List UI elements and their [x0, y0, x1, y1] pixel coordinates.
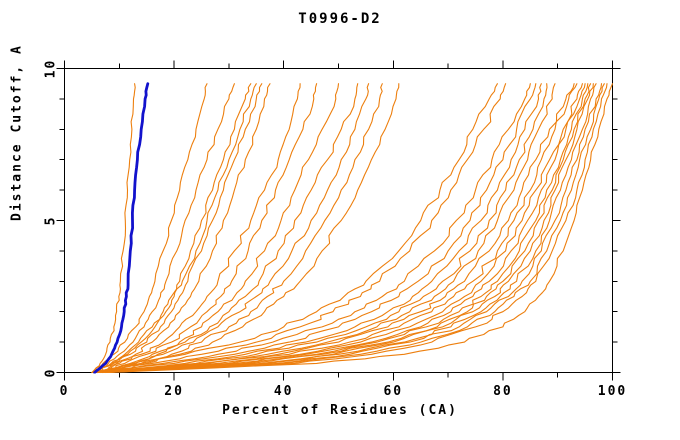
model-curve	[107, 83, 614, 374]
model-curves	[91, 82, 614, 374]
y-tick-label: 5	[44, 216, 59, 226]
y-tick-label: 0	[44, 368, 59, 378]
model-curve	[99, 83, 271, 374]
model-curve	[96, 83, 556, 374]
model-curve	[96, 83, 263, 374]
model-curve	[96, 83, 548, 374]
x-tick-label: 0	[60, 384, 70, 399]
model-curve	[99, 83, 578, 374]
model-curve	[107, 83, 400, 374]
model-curve	[91, 83, 208, 374]
model-curve	[94, 83, 531, 374]
model-curve	[102, 83, 597, 374]
model-curve	[96, 83, 252, 374]
model-curve	[102, 83, 359, 374]
model-curve	[107, 83, 383, 374]
x-tick-label: 40	[274, 384, 294, 399]
x-tick-label: 60	[383, 384, 403, 399]
x-tick-label: 80	[493, 384, 513, 399]
axes	[56, 60, 621, 381]
model-curve	[91, 83, 507, 374]
model-curve	[105, 83, 603, 374]
model-curve	[102, 83, 589, 374]
model-curve	[96, 83, 575, 374]
model-curve	[105, 83, 608, 374]
model-curve	[102, 83, 594, 374]
model-curve	[96, 83, 542, 374]
highlighted-curve	[93, 82, 150, 374]
y-tick-label: 10	[44, 59, 59, 79]
model-curve	[91, 83, 136, 374]
model-curve	[94, 83, 235, 374]
model-curve	[105, 83, 370, 374]
model-curve	[105, 83, 605, 374]
chart-title: T0996-D2	[298, 11, 382, 27]
model-curve	[99, 83, 586, 374]
x-axis-label: Percent of Residues (CA)	[222, 403, 458, 418]
tick-labels: 0 20 40 60 80 100 0 5 10	[44, 59, 627, 399]
model-curve	[94, 83, 537, 374]
x-tick-label: 100	[598, 384, 627, 399]
x-tick-label: 20	[164, 384, 184, 399]
model-curve	[99, 83, 318, 374]
model-curve	[91, 83, 498, 374]
model-curve	[94, 83, 257, 374]
model-curve	[96, 83, 301, 374]
model-curve	[102, 83, 592, 374]
model-curve	[99, 83, 583, 374]
model-curve	[102, 83, 340, 374]
